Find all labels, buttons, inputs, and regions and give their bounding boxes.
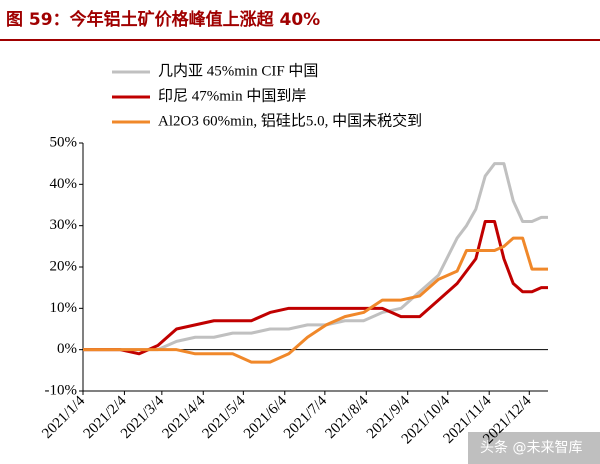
y-tick-label: -10% [45, 382, 78, 398]
x-tick-label: 2021/8/4 [323, 393, 372, 442]
x-tick-label: 2021/5/4 [200, 393, 249, 442]
legend-label: Al2O3 60%min, 铝硅比5.0, 中国未税交到 [158, 111, 422, 129]
series-line [83, 162, 548, 352]
y-tick-label: 30% [50, 217, 78, 233]
watermark-bg [468, 432, 600, 464]
y-tick-label: 10% [50, 300, 78, 316]
y-tick-label: 0% [57, 341, 77, 357]
y-tick-label: 20% [50, 258, 78, 274]
legend-label: 几内亚 45%min CIF 中国 [158, 62, 318, 79]
x-tick-label: 2021/1/4 [39, 393, 88, 442]
chart-title: 图 59：今年铝土矿价格峰值上涨超 40% [6, 9, 320, 30]
watermark: 头条 @未来智库 [480, 439, 582, 456]
x-tick-label: 2021/6/4 [241, 393, 290, 442]
x-tick-label: 2021/4/4 [159, 393, 208, 442]
x-tick-label: 2021/3/4 [118, 393, 167, 442]
x-tick-label: 2021/7/4 [281, 393, 330, 442]
y-tick-label: 50% [50, 134, 78, 150]
series-line [83, 220, 548, 356]
series-line [83, 236, 548, 364]
y-tick-label: 40% [50, 176, 78, 192]
legend-label: 印尼 47%min 中国到岸 [158, 87, 306, 104]
